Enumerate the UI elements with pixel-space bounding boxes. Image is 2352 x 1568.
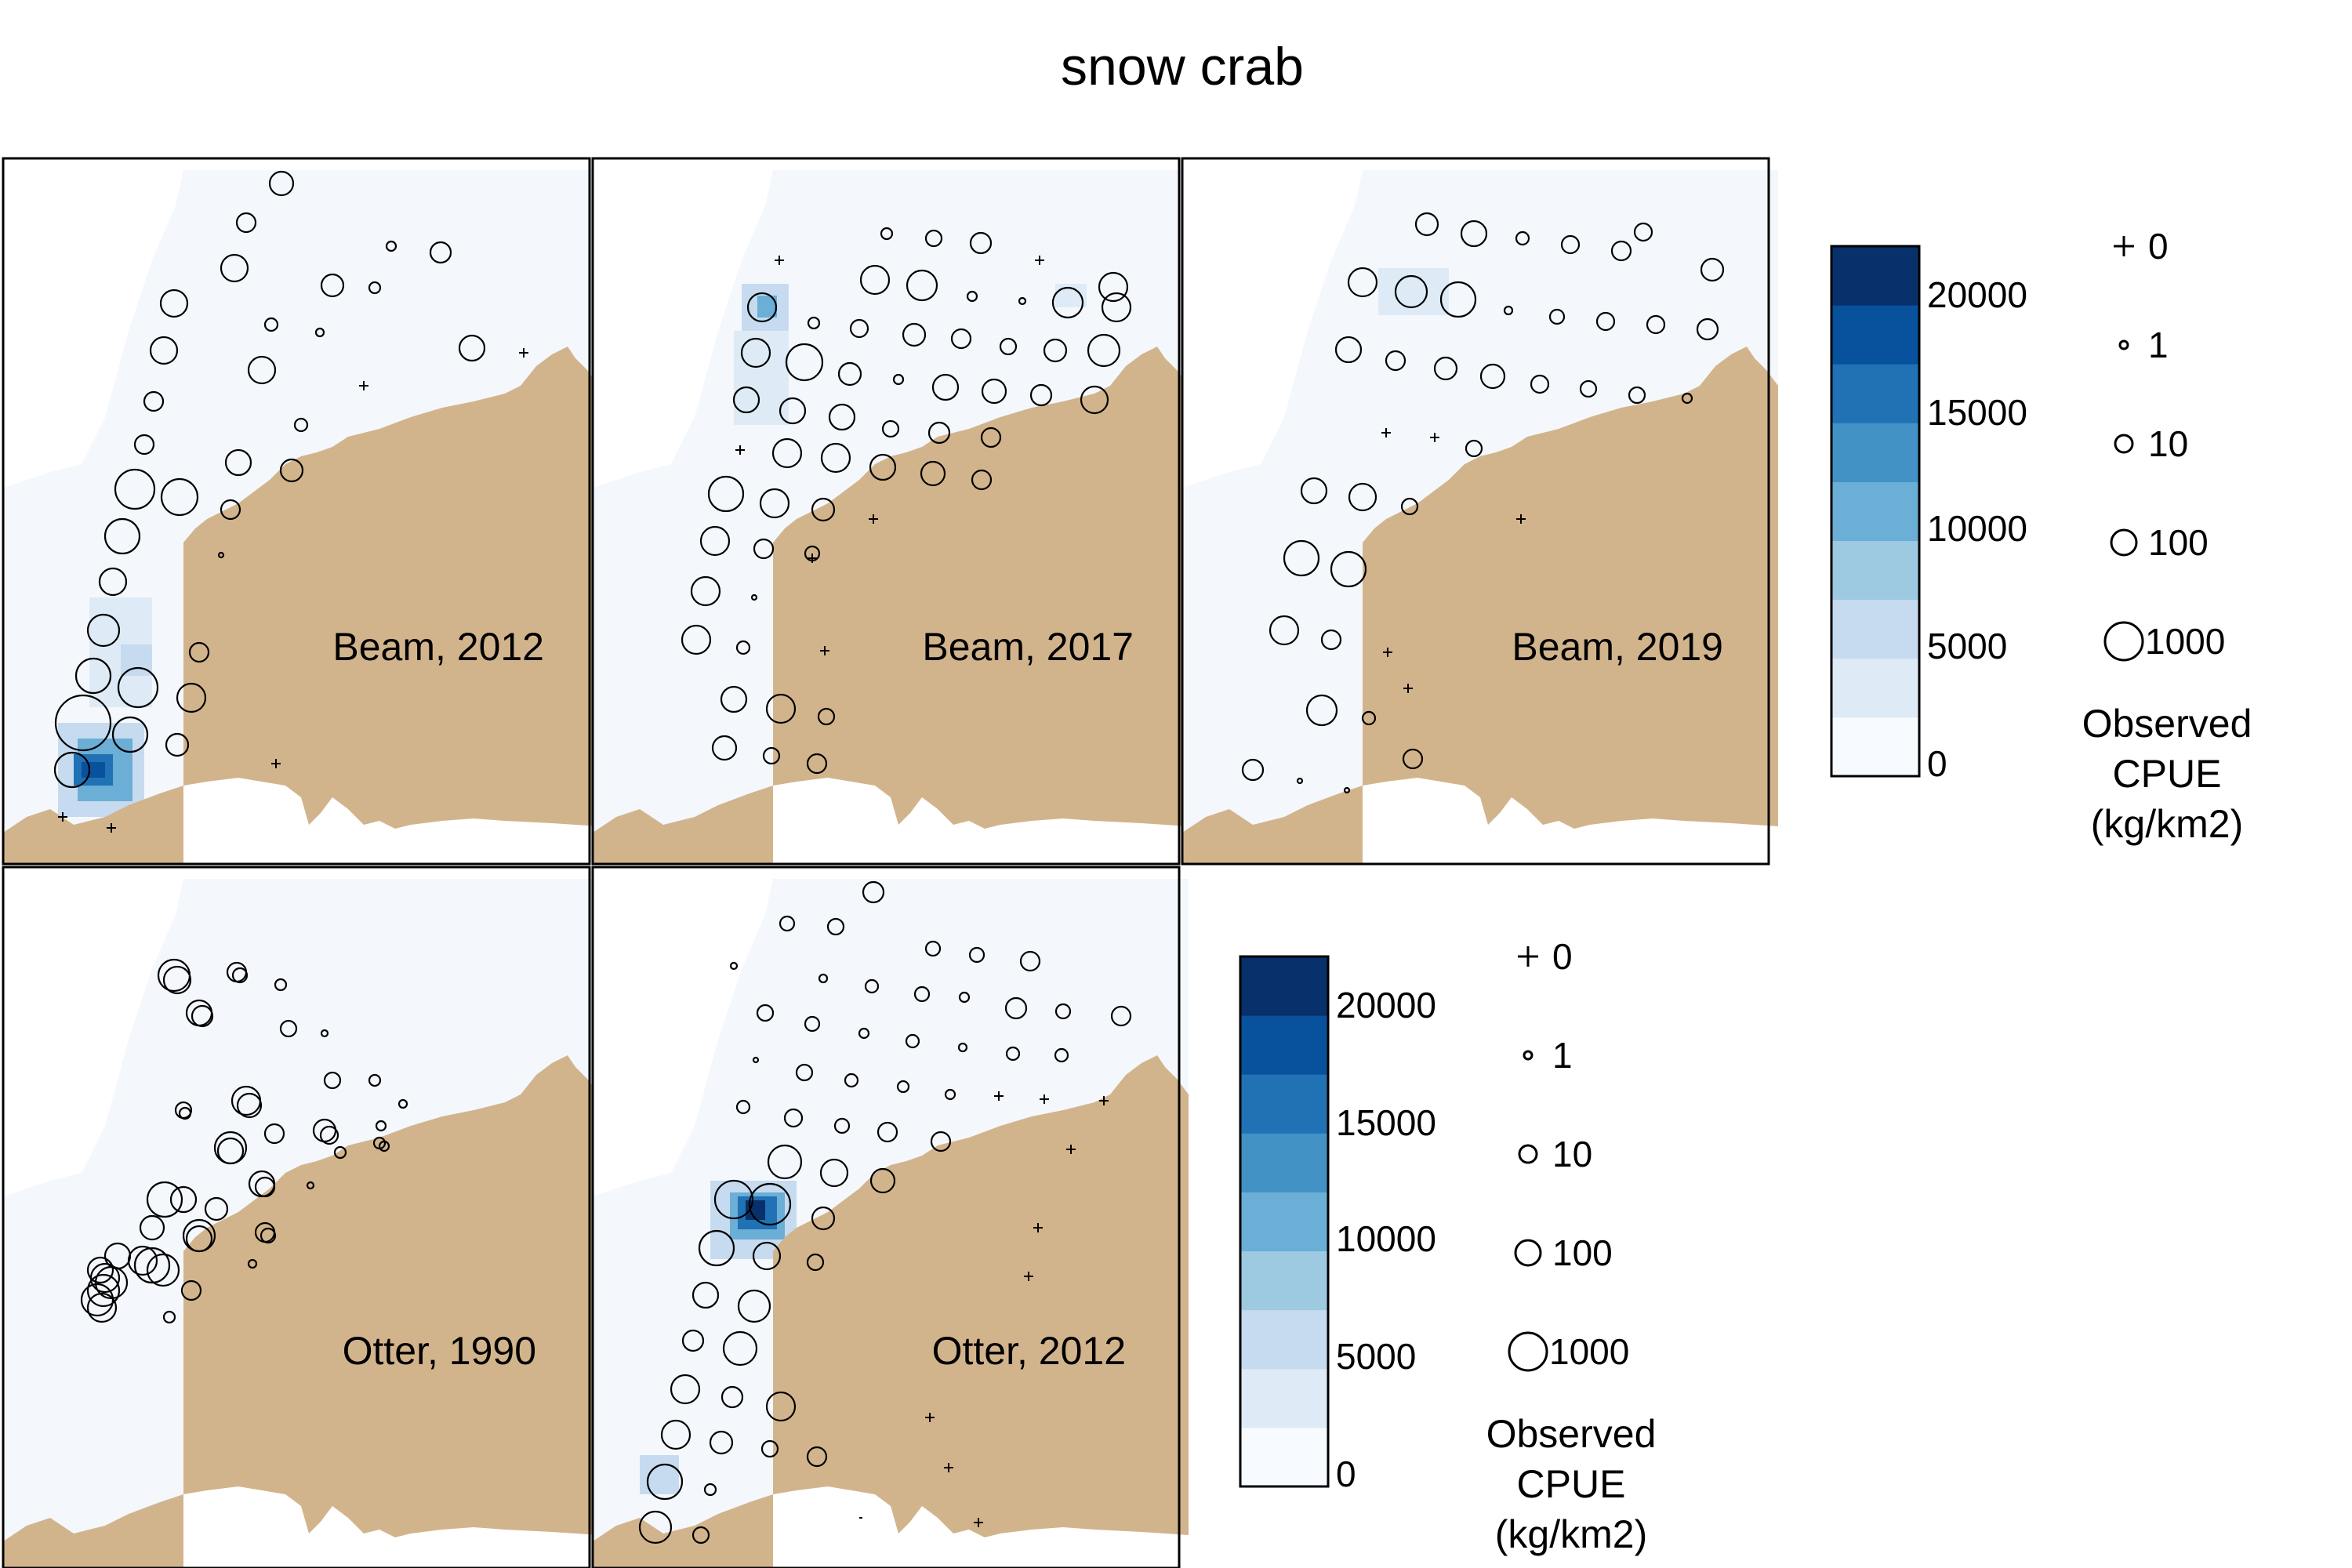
size-legend-title: (kg/km2): [2091, 802, 2243, 846]
station-markers: [1241, 212, 1725, 794]
colorbar-step: [1831, 423, 1919, 482]
zero-catch-markers: [1381, 428, 1526, 693]
size-legend-circle: [1508, 1331, 1548, 1372]
map-panel-beam-2019: Beam, 2019: [1181, 157, 1778, 866]
panel-label: Otter, 2012: [932, 1329, 1126, 1373]
map-panel-beam-2017: Beam, 2017: [591, 157, 1189, 866]
colorbar-tick-label: 20000: [1336, 985, 1436, 1025]
size-legend: 0 1 10 100 1000 Observed CPUE (kg/km2): [2082, 226, 2252, 846]
colorbar-tick-label: 10000: [1336, 1218, 1436, 1259]
panel-frame: [2, 157, 591, 866]
map-panel-beam-2012: Beam, 2012: [2, 157, 599, 866]
size-legend-title: CPUE: [1517, 1462, 1626, 1506]
station-markers: [53, 170, 486, 789]
zero-catch-markers: [58, 348, 528, 833]
colorbar-frame: [1830, 245, 1921, 778]
size-legend-label: 100: [2148, 522, 2209, 563]
colorbar-tick-label: 20000: [1927, 274, 2027, 315]
colorbar: [1830, 245, 1921, 778]
size-legend-circle: [2110, 528, 2138, 557]
panel-frame: [591, 866, 1181, 1568]
size-legend: 0 1 10 100 1000 Observed CPUE (kg/km2): [1486, 936, 1657, 1556]
colorbar-step: [1831, 481, 1919, 542]
colorbar-tick-label: 10000: [1927, 508, 2027, 549]
colorbar-step: [1831, 364, 1919, 423]
map-panel-otter-1990: Otter, 1990: [2, 866, 599, 1568]
colorbar-tick-label: 0: [1336, 1454, 1356, 1494]
station-markers: [638, 880, 1132, 1544]
colorbar-step: [1240, 1250, 1328, 1311]
size-legend-circle: [1523, 1050, 1534, 1061]
colorbar-step: [1831, 599, 1919, 659]
colorbar-step: [1831, 717, 1919, 777]
size-legend-circle: [2118, 339, 2129, 350]
colorbar-step: [1240, 1368, 1328, 1428]
colorbar-step: [1240, 1309, 1328, 1370]
colorbar-tick-label: 5000: [1336, 1336, 1416, 1377]
panel-frame: [1181, 157, 1770, 866]
size-legend-label: 0: [1552, 936, 1573, 977]
size-legend-label: 100: [1552, 1232, 1613, 1273]
size-legend-circle: [1514, 1239, 1542, 1267]
colorbar-step: [1240, 1133, 1328, 1192]
zero-catch-markers: [735, 256, 1044, 655]
size-legend-label: 10: [2148, 423, 2188, 464]
figure-title: snow crab: [1061, 37, 1304, 96]
zero-catch-symbol: [2114, 236, 2134, 256]
station-markers: [681, 227, 1132, 775]
size-legend-label: 1: [1552, 1035, 1573, 1076]
colorbar-step: [1831, 305, 1919, 365]
panel-frame: [2, 866, 591, 1568]
size-legend-title: Observed: [1486, 1412, 1657, 1456]
colorbar-frame: [1239, 955, 1330, 1488]
panel-label: Beam, 2019: [1512, 625, 1723, 669]
colorbar-step: [1240, 1015, 1328, 1075]
size-legend-label: 1: [2148, 325, 2169, 365]
legend-bottom: 20000 15000 10000 5000 0 0 1 10 100 1000…: [1239, 936, 1657, 1556]
colorbar-step: [1240, 956, 1328, 1016]
colorbar-step: [1831, 658, 1919, 718]
size-legend-title: CPUE: [2113, 752, 2222, 796]
station-markers: [80, 958, 408, 1324]
colorbar-tick-label: 5000: [1927, 626, 2007, 666]
panel-label: Beam, 2017: [922, 625, 1134, 669]
zero-catch-symbol: [1518, 946, 1538, 967]
colorbar-step: [1240, 1074, 1328, 1134]
colorbar-step: [1240, 1427, 1328, 1487]
colorbar-step: [1831, 540, 1919, 601]
size-legend-label: 1000: [1549, 1331, 1629, 1372]
size-legend-label: 10: [1552, 1134, 1592, 1174]
zero-catch-markers: [859, 1091, 1109, 1527]
panel-frame: [591, 157, 1181, 866]
panel-label: Otter, 1990: [343, 1329, 536, 1373]
panel-label: Beam, 2012: [332, 625, 544, 669]
colorbar-tick-label: 15000: [1336, 1102, 1436, 1143]
legend-top: 20000 15000 10000 5000 0 0 1 10 100 1000…: [1830, 226, 2252, 846]
colorbar-step: [1240, 1192, 1328, 1252]
colorbar-tick-label: 15000: [1927, 392, 2027, 433]
colorbar-step: [1831, 246, 1919, 306]
size-legend-label: 0: [2148, 226, 2169, 267]
cpue-heatmap: [1378, 268, 1449, 315]
size-legend-circle: [1518, 1144, 1538, 1164]
colorbar-tick-label: 0: [1927, 743, 1947, 784]
size-legend-circle: [2103, 621, 2144, 662]
size-legend-title: (kg/km2): [1495, 1512, 1647, 1556]
colorbar: [1239, 955, 1330, 1488]
size-legend-label: 1000: [2145, 621, 2225, 662]
size-legend-title: Observed: [2082, 702, 2252, 746]
map-panel-otter-2012: Otter, 2012: [591, 866, 1189, 1568]
size-legend-circle: [2114, 434, 2134, 454]
